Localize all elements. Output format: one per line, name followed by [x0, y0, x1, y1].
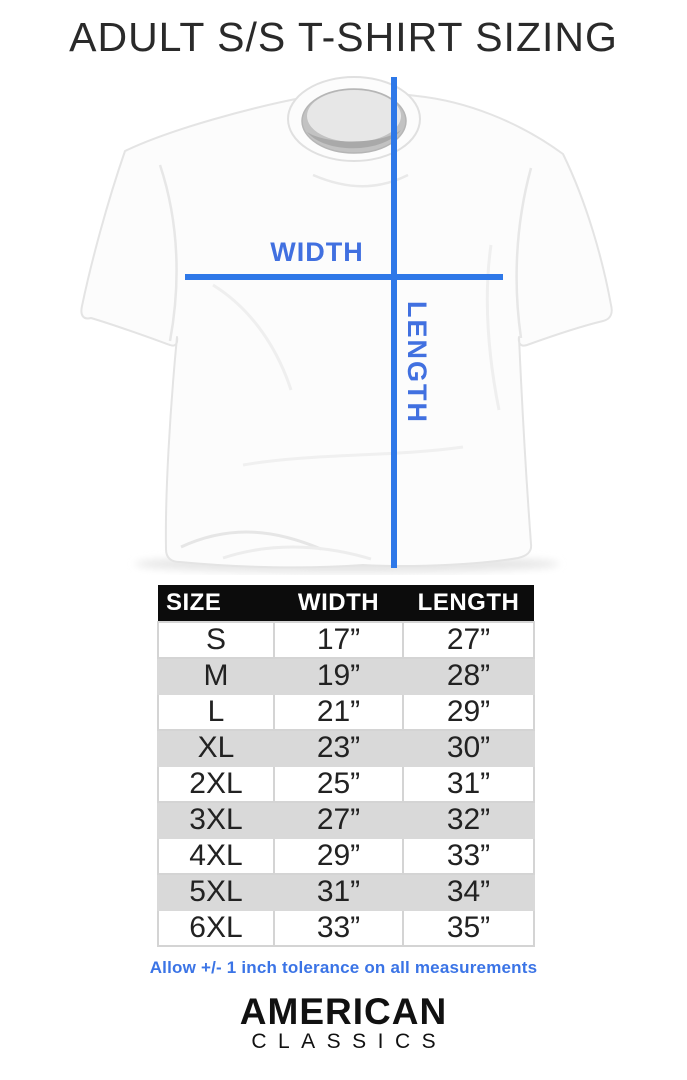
- size-cell: 6XL: [157, 909, 275, 947]
- wrinkle: [212, 283, 293, 391]
- header-width: WIDTH: [274, 585, 403, 622]
- header-length: LENGTH: [403, 585, 534, 622]
- left-sleeve-seam: [158, 164, 178, 342]
- hem-fold: [180, 530, 322, 551]
- width-measure-line: [185, 274, 503, 280]
- length-cell: 31”: [402, 765, 535, 803]
- brand-name-bottom: CLASSICS: [251, 1030, 448, 1053]
- brand-logo: AMERICAN CLASSICS: [0, 991, 687, 1053]
- width-label: WIDTH: [270, 237, 364, 267]
- length-cell: 34”: [402, 873, 535, 911]
- tolerance-note: Allow +/- 1 inch tolerance on all measur…: [149, 958, 538, 977]
- wrinkle: [312, 173, 409, 188]
- size-cell: 2XL: [157, 765, 275, 803]
- size-cell: 5XL: [157, 873, 275, 911]
- sizing-table: SIZE WIDTH LENGTH S 17” 27” M 19” 28” L …: [157, 585, 535, 947]
- wrinkle: [485, 244, 501, 411]
- shirt-body: [80, 90, 613, 569]
- length-cell: 32”: [402, 801, 535, 839]
- size-cell: S: [157, 621, 275, 659]
- length-label: LENGTH: [402, 301, 432, 424]
- table-row: XL 23” 30”: [157, 729, 535, 767]
- width-cell: 17”: [273, 621, 404, 659]
- width-cell: 27”: [273, 801, 404, 839]
- length-cell: 35”: [402, 909, 535, 947]
- width-cell: 31”: [273, 873, 404, 911]
- size-cell: M: [157, 657, 275, 695]
- size-cell: L: [157, 693, 275, 731]
- width-cell: 29”: [273, 837, 404, 875]
- hem-fold: [222, 545, 372, 561]
- length-cell: 33”: [402, 837, 535, 875]
- length-cell: 27”: [402, 621, 535, 659]
- collar-rim: [301, 88, 407, 154]
- header-size: SIZE: [158, 585, 274, 622]
- table-row: 3XL 27” 32”: [157, 801, 535, 839]
- collar-back: [307, 90, 401, 142]
- width-cell: 21”: [273, 693, 404, 731]
- length-cell: 30”: [402, 729, 535, 767]
- length-cell: 28”: [402, 657, 535, 695]
- table-row: 2XL 25” 31”: [157, 765, 535, 803]
- tshirt-graphic: [80, 76, 613, 573]
- tshirt-photo: [63, 75, 623, 575]
- width-cell: 25”: [273, 765, 404, 803]
- size-cell: 3XL: [157, 801, 275, 839]
- table-row: L 21” 29”: [157, 693, 535, 731]
- length-cell: 29”: [402, 693, 535, 731]
- width-cell: 33”: [273, 909, 404, 947]
- width-cell: 23”: [273, 729, 404, 767]
- size-cell: 4XL: [157, 837, 275, 875]
- collar-shadow: [307, 130, 401, 149]
- table-row: 5XL 31” 34”: [157, 873, 535, 911]
- table-row: 4XL 29” 33”: [157, 837, 535, 875]
- width-cell: 19”: [273, 657, 404, 695]
- brand-name-top: AMERICAN: [239, 991, 448, 1032]
- page-title: ADULT S/S T-SHIRT SIZING: [69, 14, 618, 60]
- table-row: M 19” 28”: [157, 657, 535, 695]
- size-cell: XL: [157, 729, 275, 767]
- length-measure-line: [391, 77, 397, 568]
- wrinkle: [242, 445, 464, 467]
- table-header-row: SIZE WIDTH LENGTH: [158, 585, 534, 622]
- table-row: 6XL 33” 35”: [157, 909, 535, 947]
- table-row: S 17” 27”: [157, 621, 535, 659]
- right-sleeve-seam: [515, 167, 533, 339]
